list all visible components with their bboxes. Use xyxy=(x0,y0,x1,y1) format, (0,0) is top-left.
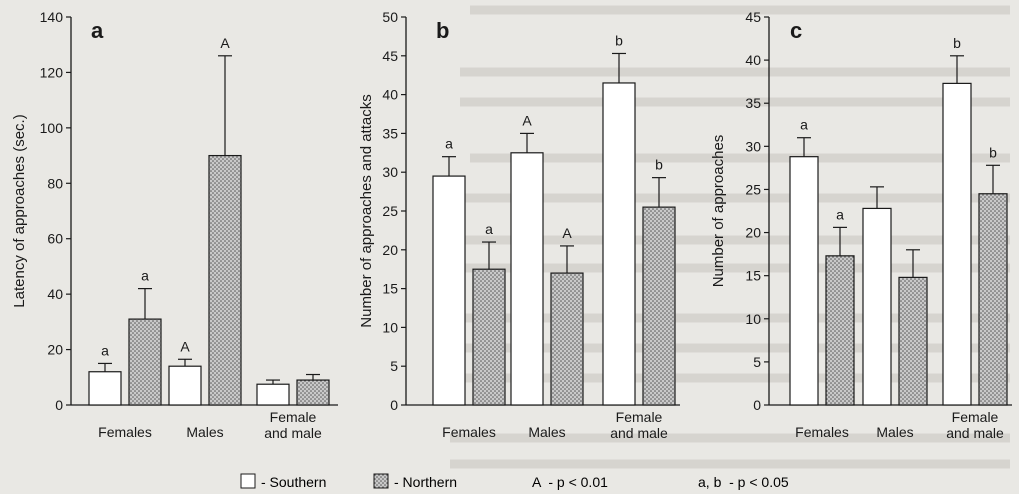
y-tick-label: 15 xyxy=(745,268,761,284)
y-tick-label: 60 xyxy=(47,231,63,247)
y-tick-label: 35 xyxy=(745,95,761,111)
bar-southern-2 xyxy=(942,82,972,406)
legend: - Southern - Northern A - p < 0.01 a, b … xyxy=(240,473,789,490)
chart-panel-c: 0 5 10 15 20 25 30 35 40 45 Number of approaches c a… xyxy=(710,9,1012,441)
bar-northern-2 xyxy=(978,193,1008,406)
significance-label: a xyxy=(141,268,149,284)
y-tick-label: 120 xyxy=(40,64,64,80)
bar-northern-0 xyxy=(825,255,855,406)
significance-label: A xyxy=(562,225,572,241)
bar-northern-1 xyxy=(898,276,928,406)
bar-southern-0 xyxy=(789,156,819,406)
panel-letter: b xyxy=(436,18,449,43)
y-tick-label: 30 xyxy=(745,138,761,154)
y-tick-label: 25 xyxy=(382,203,398,219)
y-tick-label: 15 xyxy=(382,281,398,297)
significance-label: b xyxy=(953,35,961,51)
legend-northern-swatch xyxy=(373,473,389,489)
y-tick-label: 0 xyxy=(55,397,63,413)
y-tick-label: 20 xyxy=(745,225,761,241)
y-tick-label: 80 xyxy=(47,175,63,191)
bar-southern-1 xyxy=(168,365,202,406)
significance-label: A xyxy=(522,112,532,128)
y-tick-label: 20 xyxy=(47,342,63,358)
bar-northern-1 xyxy=(550,272,584,406)
legend-sig-upper: A - p < 0.01 xyxy=(532,474,608,490)
y-tick-label: 100 xyxy=(40,120,64,136)
y-tick-label: 40 xyxy=(745,52,761,68)
chart-panel-b: 0 5 10 15 20 25 30 35 40 45 50 Number of approaches… xyxy=(358,9,680,441)
category-label: Females xyxy=(442,424,496,440)
y-tick-label: 45 xyxy=(745,9,761,25)
y-tick-label: 0 xyxy=(390,397,398,413)
y-tick-label: 25 xyxy=(745,181,761,197)
significance-label: a xyxy=(836,206,844,222)
category-label: Females xyxy=(795,424,849,440)
bar-southern-0 xyxy=(88,371,122,406)
bar-northern-1 xyxy=(208,154,242,406)
y-tick-label: 10 xyxy=(382,319,398,335)
significance-label: b xyxy=(655,157,663,173)
y-tick-label: 45 xyxy=(382,48,398,64)
category-label: Males xyxy=(186,424,223,440)
category-label: and male xyxy=(264,425,322,441)
bar-northern-0 xyxy=(472,268,506,406)
category-label: Female xyxy=(270,409,317,425)
y-tick-label: 40 xyxy=(382,87,398,103)
significance-label: A xyxy=(180,338,190,354)
bar-northern-0 xyxy=(128,318,162,406)
category-label: Males xyxy=(528,424,565,440)
bar-southern-1 xyxy=(510,152,544,406)
y-axis-label: Number of approaches xyxy=(710,135,727,288)
legend-sig-lower: a, b - p < 0.05 xyxy=(698,474,789,490)
y-axis-label: Number of approaches and attacks xyxy=(358,94,375,327)
bar-northern-2 xyxy=(296,379,330,406)
significance-label: b xyxy=(989,144,997,160)
significance-label: a xyxy=(800,117,808,133)
y-tick-label: 50 xyxy=(382,9,398,25)
legend-northern-label: - Northern xyxy=(394,474,457,490)
y-tick-label: 10 xyxy=(745,311,761,327)
y-tick-label: 5 xyxy=(753,354,761,370)
bar-northern-2 xyxy=(642,206,676,406)
legend-southern-swatch xyxy=(240,473,256,489)
y-tick-label: 30 xyxy=(382,164,398,180)
bar-southern-2 xyxy=(602,82,636,406)
category-label: and male xyxy=(610,425,668,441)
significance-label: A xyxy=(220,35,230,51)
significance-label: a xyxy=(101,342,109,358)
bar-southern-1 xyxy=(862,207,892,406)
significance-label: a xyxy=(485,221,493,237)
significance-label: a xyxy=(445,136,453,152)
y-tick-label: 5 xyxy=(390,358,398,374)
category-label: Males xyxy=(876,424,913,440)
y-tick-label: 35 xyxy=(382,125,398,141)
category-label: and male xyxy=(946,425,1004,441)
category-label: Female xyxy=(952,409,999,425)
legend-southern-label: - Southern xyxy=(261,474,326,490)
y-tick-label: 140 xyxy=(40,9,64,25)
bar-southern-2 xyxy=(256,383,290,406)
panel-letter: a xyxy=(91,18,104,43)
y-axis-label: Latency of approaches (sec.) xyxy=(11,114,28,307)
category-label: Females xyxy=(98,424,152,440)
y-tick-label: 0 xyxy=(753,397,761,413)
significance-label: b xyxy=(615,32,623,48)
panel-letter: c xyxy=(790,18,802,43)
y-tick-label: 40 xyxy=(47,286,63,302)
y-tick-label: 20 xyxy=(382,242,398,258)
category-label: Female xyxy=(616,409,663,425)
chart-panel-a: 0 20 40 60 80 100 120 140 Latency of approaches … xyxy=(11,9,338,441)
bar-southern-0 xyxy=(432,175,466,406)
